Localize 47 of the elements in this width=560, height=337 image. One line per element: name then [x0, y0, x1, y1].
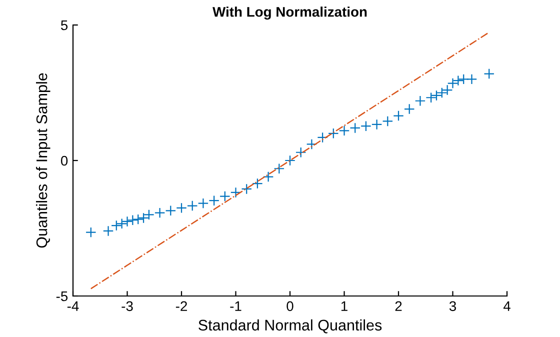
point — [350, 122, 361, 134]
x-tick-label: -3 — [122, 301, 133, 312]
point — [284, 155, 296, 166]
point — [165, 205, 176, 216]
x-tick-label: 1 — [341, 301, 348, 311]
point — [198, 198, 209, 209]
x-axis-title: Standard Normal Quantiles — [198, 319, 382, 334]
point — [484, 68, 495, 80]
point — [393, 110, 404, 122]
x-tick-label: 4 — [503, 301, 510, 311]
point — [208, 195, 220, 206]
x-tick-label: 2 — [395, 301, 402, 311]
y-tick-label: 0 — [60, 156, 68, 166]
point — [102, 226, 114, 236]
point — [176, 202, 187, 214]
point — [132, 214, 144, 225]
x-tick-label: 0 — [286, 301, 294, 312]
point — [466, 74, 478, 85]
point — [85, 226, 96, 238]
point — [154, 207, 166, 218]
point — [241, 184, 252, 194]
point — [371, 119, 382, 130]
x-tick-label: -2 — [176, 301, 187, 311]
point — [338, 125, 350, 136]
chart-title: With Log Normalization — [212, 6, 367, 20]
point — [219, 190, 230, 202]
point — [274, 163, 285, 174]
point — [382, 116, 394, 127]
x-tick-label: -4 — [67, 301, 79, 311]
y-tick-label: 5 — [60, 20, 68, 30]
point — [306, 138, 318, 150]
point — [127, 214, 138, 226]
point — [295, 146, 306, 158]
x-tick-label: -1 — [230, 301, 242, 311]
point — [458, 74, 470, 85]
point — [414, 95, 426, 106]
y-tick-label: -5 — [56, 291, 68, 302]
point — [317, 132, 328, 143]
point — [262, 171, 274, 182]
point — [186, 200, 198, 212]
point — [328, 128, 339, 139]
point — [252, 178, 263, 189]
x-tick-label: 3 — [449, 301, 456, 312]
point — [360, 120, 372, 132]
y-axis-title: Quantiles of Input Sample — [36, 73, 50, 248]
point — [404, 104, 415, 114]
point — [230, 187, 242, 198]
